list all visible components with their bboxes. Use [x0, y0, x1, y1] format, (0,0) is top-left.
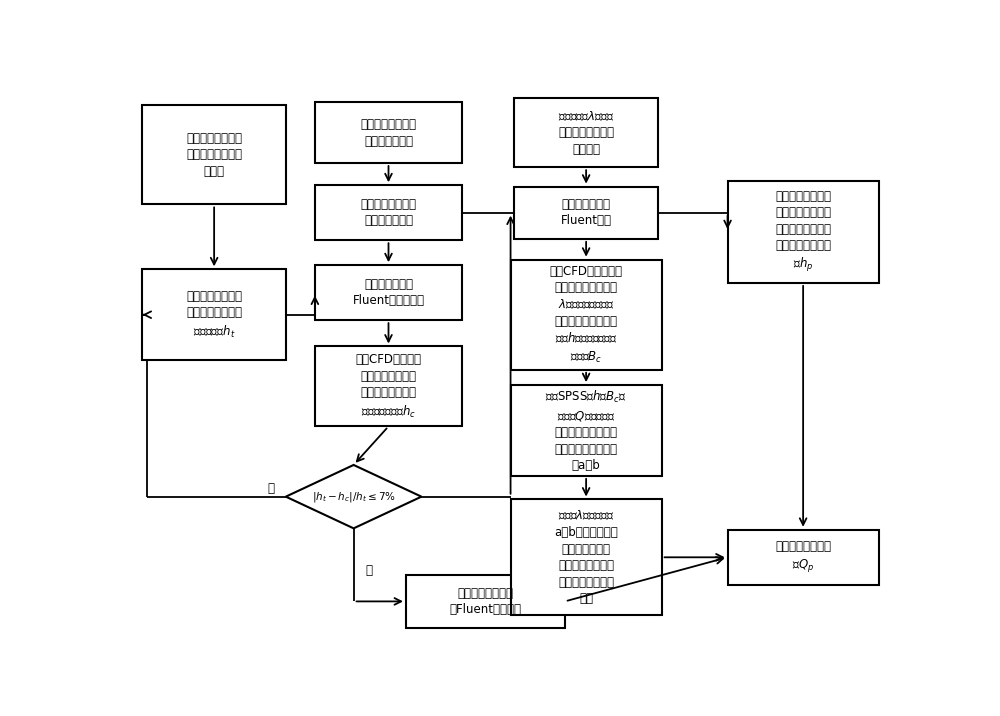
FancyBboxPatch shape: [315, 102, 462, 163]
Polygon shape: [286, 465, 421, 528]
Text: 通过SPSS对$h$、$B_c$与
相应的$Q$的关系进行
非线性拟合，输出不
同比尺条件下拟合系
数a，b: 通过SPSS对$h$、$B_c$与 相应的$Q$的关系进行 非线性拟合，输出不 …: [545, 389, 627, 472]
Text: 对平底的中心圆柱
矩形水槽进行构建
和试验: 对平底的中心圆柱 矩形水槽进行构建 和试验: [186, 132, 242, 178]
FancyBboxPatch shape: [315, 185, 462, 241]
FancyBboxPatch shape: [514, 187, 658, 239]
Text: 进行CFD云计算及后
处理，输出不同比尺
$\lambda$、不同收缩度、不
同流量条件下的模拟
水深$h$，及相对应的过
流宽度$B_c$: 进行CFD云计算及后 处理，输出不同比尺 $\lambda$、不同收缩度、不 同…: [550, 265, 623, 364]
FancyBboxPatch shape: [406, 575, 565, 628]
FancyBboxPatch shape: [315, 347, 462, 426]
FancyBboxPatch shape: [142, 269, 286, 360]
Text: 划分网格，导入
Fluent计算: 划分网格，导入 Fluent计算: [561, 198, 612, 228]
Text: 将比尺$\lambda$与拟合系数
a，b形成关系，再
带入流量预测公
式，得到考虑比尺
效应的新流量预测
公式: 将比尺$\lambda$与拟合系数 a，b形成关系，再 带入流量预测公 式，得到…: [554, 509, 618, 605]
Text: 对不同比尺$\lambda$的中心
圆柱矩形平底水槽
进行建模: 对不同比尺$\lambda$的中心 圆柱矩形平底水槽 进行建模: [558, 110, 614, 156]
Text: 建立与试验条件下
相同的水槽模型: 建立与试验条件下 相同的水槽模型: [360, 198, 416, 228]
Text: 是: 是: [365, 564, 372, 577]
Text: 输出网格划分方案
及Fluent设置方案: 输出网格划分方案 及Fluent设置方案: [449, 586, 521, 616]
FancyBboxPatch shape: [511, 385, 662, 476]
FancyBboxPatch shape: [511, 500, 662, 615]
FancyBboxPatch shape: [511, 260, 662, 370]
FancyBboxPatch shape: [514, 98, 658, 168]
FancyBboxPatch shape: [315, 265, 462, 320]
FancyBboxPatch shape: [142, 105, 286, 205]
Text: 进行CFD云计算及
后处理，输出与试
验对应不同流量条
件下的模拟水深$h_c$: 进行CFD云计算及 后处理，输出与试 验对应不同流量条 件下的模拟水深$h_c$: [356, 353, 422, 420]
Text: 否: 否: [267, 482, 274, 495]
Text: 划分网格，导入
Fluent进行云计算: 划分网格，导入 Fluent进行云计算: [352, 278, 424, 307]
FancyBboxPatch shape: [728, 530, 879, 585]
Text: 测量不同流量条件
下中心圆柱正前端
的试验水深$h_t$: 测量不同流量条件 下中心圆柱正前端 的试验水深$h_t$: [186, 290, 242, 339]
Text: 对试验工况分别进
行数值模拟计算: 对试验工况分别进 行数值模拟计算: [360, 118, 416, 147]
Text: $|h_t-h_c|/h_t\leq7\%$: $|h_t-h_c|/h_t\leq7\%$: [312, 490, 396, 503]
Text: 将任意收缩度的中
心圆柱矩形水槽安
置在任意渠道中，
待水流稳定测得水
深$h_p$: 将任意收缩度的中 心圆柱矩形水槽安 置在任意渠道中， 待水流稳定测得水 深$h_…: [775, 190, 831, 274]
FancyBboxPatch shape: [728, 181, 879, 283]
Text: 得到渠道的实时流
量$Q_p$: 得到渠道的实时流 量$Q_p$: [775, 541, 831, 574]
